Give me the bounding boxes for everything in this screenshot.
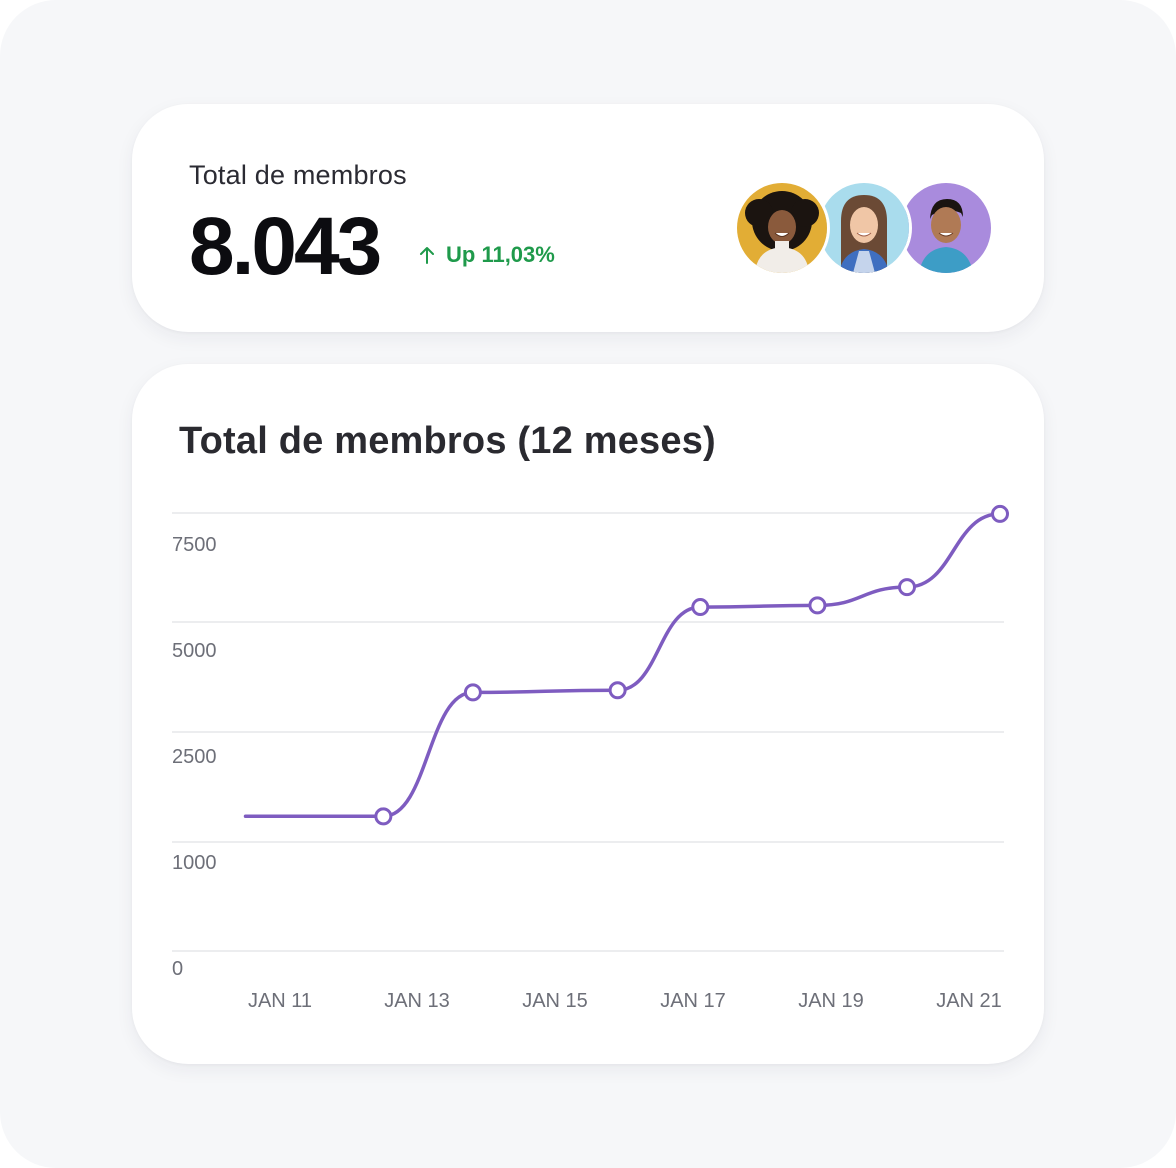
series-line	[243, 512, 1002, 819]
data-point[interactable]	[808, 596, 827, 615]
line-chart: 7500 5000 2500 1000 0 JAN 11 JAN 13 JAN 15 JAN 1…	[172, 504, 1010, 1012]
avatar-woman-curly-hair	[734, 180, 830, 276]
x-tick-label: JAN 19	[798, 990, 864, 1012]
total-members-value: 8.043	[189, 201, 382, 292]
members-summary-card: Total de membros 8.043 Up 11,03%	[132, 104, 1044, 332]
x-tick-label: JAN 21	[936, 990, 1002, 1012]
arrow-up-icon	[418, 245, 436, 265]
x-tick-label: JAN 13	[384, 990, 450, 1012]
avatar-woman-long-hair	[816, 180, 912, 276]
data-point[interactable]	[897, 578, 916, 597]
member-avatars	[734, 180, 994, 276]
y-tick-label: 0	[172, 958, 183, 980]
data-point[interactable]	[991, 504, 1010, 523]
growth-indicator: Up 11,03%	[418, 242, 555, 268]
x-tick-label: JAN 11	[248, 990, 312, 1012]
growth-text: Up 11,03%	[446, 242, 555, 267]
y-tick-label: 2500	[172, 746, 217, 768]
chart-title: Total de membros (12 meses)	[179, 420, 716, 462]
y-tick-label: 5000	[172, 640, 217, 662]
data-point[interactable]	[691, 598, 710, 617]
summary-label: Total de membros	[189, 160, 407, 190]
avatar-man-short-hair	[898, 180, 994, 276]
x-tick-label: JAN 15	[522, 990, 588, 1012]
x-tick-label: JAN 17	[660, 990, 726, 1012]
data-point[interactable]	[608, 681, 627, 700]
data-point[interactable]	[374, 807, 393, 826]
y-tick-label: 1000	[172, 852, 217, 874]
members-chart-card: Total de membros (12 meses) 7500 5000 2500…	[132, 364, 1044, 1064]
y-tick-label: 7500	[172, 534, 217, 556]
data-point[interactable]	[463, 683, 482, 702]
